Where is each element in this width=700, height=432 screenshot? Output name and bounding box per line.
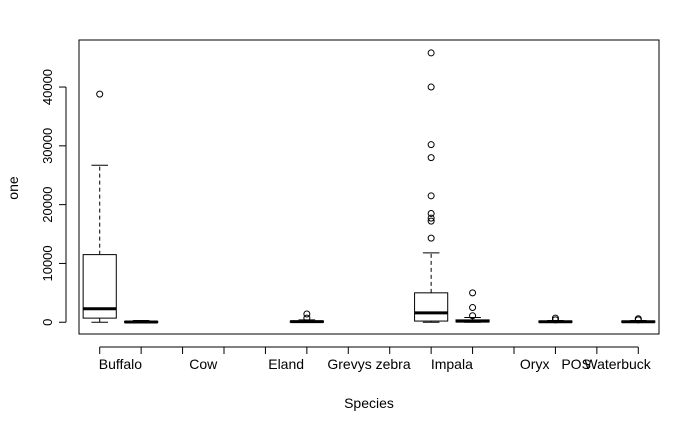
x-tick-label: Grevys zebra: [327, 356, 410, 372]
y-axis-label: one: [5, 176, 21, 200]
x-tick-label: Buffalo: [99, 356, 143, 372]
y-tick-label: 20000: [40, 187, 55, 223]
plot-frame: [78, 39, 660, 335]
outlier-point: [551, 314, 559, 322]
x-tick-label: Oryx: [520, 356, 550, 372]
outlier-point: [427, 192, 435, 200]
outlier-point: [303, 314, 311, 322]
outlier-point: [634, 315, 642, 323]
outlier-point: [427, 141, 435, 149]
y-tick-label: 40000: [40, 69, 55, 105]
outlier-point: [427, 154, 435, 162]
outlier-point: [427, 49, 435, 57]
x-tick-label: Impala: [431, 356, 473, 372]
box-iqr: [414, 292, 449, 322]
y-tick-label: 0: [40, 319, 55, 326]
outlier-point: [427, 214, 435, 222]
x-tick-label: Waterbuck: [584, 356, 651, 372]
x-tick-label: POS: [561, 356, 591, 372]
outlier-point: [303, 310, 311, 318]
outlier-point: [427, 209, 435, 217]
outlier-point: [427, 83, 435, 91]
x-tick-label: Eland: [268, 356, 304, 372]
outlier-point: [469, 304, 477, 312]
outlier-point: [96, 90, 104, 98]
outlier-point: [469, 289, 477, 297]
x-tick-label: Cow: [189, 356, 218, 372]
y-tick-label: 30000: [40, 128, 55, 164]
outlier-point: [469, 312, 477, 320]
outlier-point: [427, 234, 435, 242]
outlier-point: [427, 217, 435, 225]
plot-layer: 0 10000 20000 30000 40000 Buffalo Cow Eland Grev…: [40, 39, 660, 372]
x-axis-label: Species: [344, 395, 394, 411]
y-tick-label: 10000: [40, 245, 55, 281]
